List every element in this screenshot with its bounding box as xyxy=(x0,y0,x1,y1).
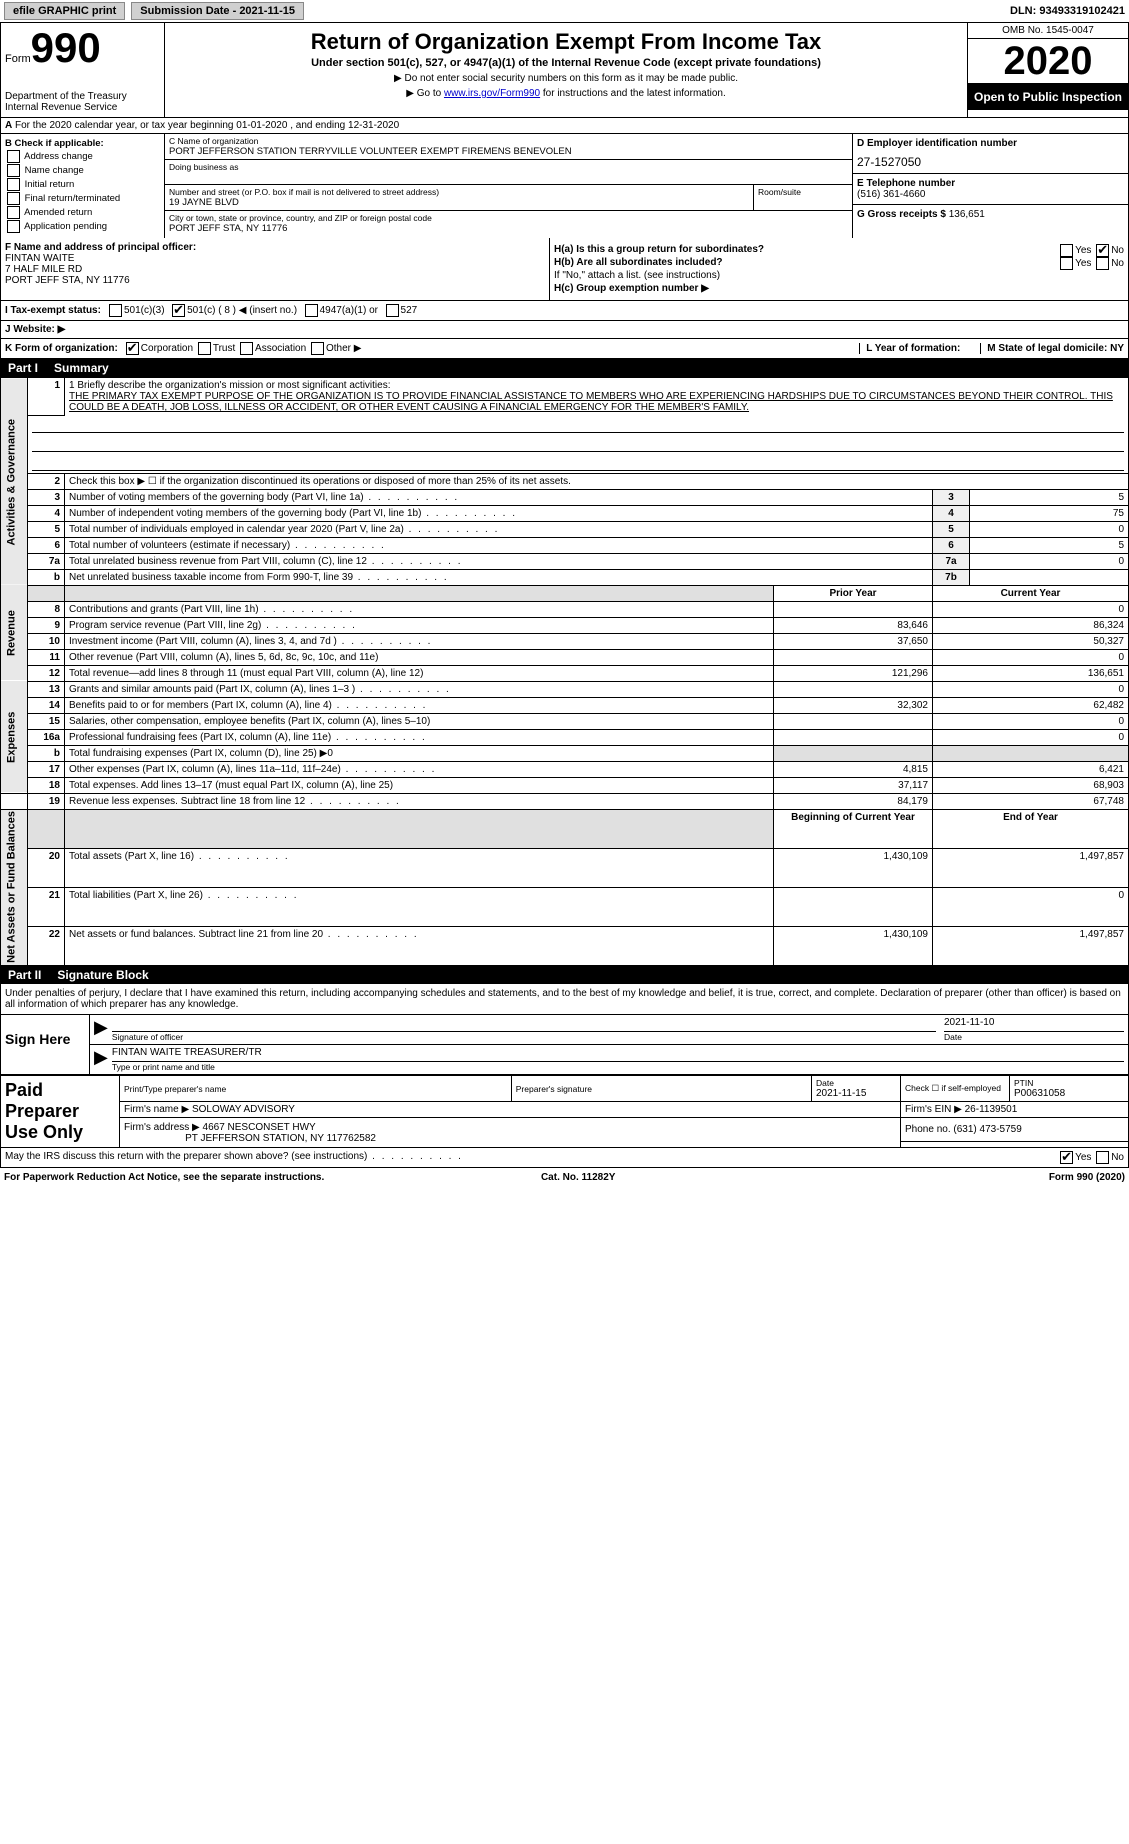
top-bar: efile GRAPHIC print Submission Date - 20… xyxy=(0,0,1129,23)
chk-ha-no[interactable] xyxy=(1096,244,1109,257)
form-note-1: ▶ Do not enter social security numbers o… xyxy=(173,73,959,84)
side-revenue: Revenue xyxy=(1,585,28,681)
row-klm: K Form of organization: Corporation Trus… xyxy=(0,339,1129,359)
table-row: 5Total number of individuals employed in… xyxy=(1,521,1129,537)
tax-year: 2020 xyxy=(968,39,1128,84)
form-title: Return of Organization Exempt From Incom… xyxy=(173,29,959,55)
table-row: bNet unrelated business taxable income f… xyxy=(1,569,1129,585)
summary-table: Activities & Governance 1 1 Briefly desc… xyxy=(0,377,1129,966)
officer-name: FINTAN WAITE xyxy=(5,253,545,264)
table-row: 7aTotal unrelated business revenue from … xyxy=(1,553,1129,569)
signature-block: Under penalties of perjury, I declare th… xyxy=(0,984,1129,1075)
telephone: (516) 361-4660 xyxy=(857,189,1124,200)
chk-hb-no[interactable] xyxy=(1096,257,1109,270)
chk-address-change[interactable] xyxy=(7,150,20,163)
chk-other[interactable] xyxy=(311,342,324,355)
chk-hb-yes[interactable] xyxy=(1060,257,1073,270)
col-d: D Employer identification number 27-1527… xyxy=(852,134,1128,238)
col-b: B Check if applicable: Address change Na… xyxy=(1,134,165,238)
ein-value: 27-1527050 xyxy=(857,149,1124,169)
table-row: 9Program service revenue (Part VIII, lin… xyxy=(1,617,1129,633)
section-bcd: B Check if applicable: Address change Na… xyxy=(0,134,1129,238)
table-row: 15Salaries, other compensation, employee… xyxy=(1,713,1129,729)
table-row: 14Benefits paid to or for members (Part … xyxy=(1,697,1129,713)
chk-ha-yes[interactable] xyxy=(1060,244,1073,257)
chk-501c[interactable] xyxy=(172,304,185,317)
col-f: F Name and address of principal officer:… xyxy=(1,238,550,300)
officer-printed-name: FINTAN WAITE TREASURER/TR xyxy=(112,1047,1124,1061)
chk-name-change[interactable] xyxy=(7,164,20,177)
sig-arrow-icon-2: ▶ xyxy=(94,1047,108,1072)
section-fh: F Name and address of principal officer:… xyxy=(0,238,1129,301)
gross-receipts: 136,651 xyxy=(949,209,985,220)
table-row: 12Total revenue—add lines 8 through 11 (… xyxy=(1,665,1129,681)
table-row: 18Total expenses. Add lines 13–17 (must … xyxy=(1,777,1129,793)
part-2-header: Part II Signature Block xyxy=(0,966,1129,984)
form-header-center: Return of Organization Exempt From Incom… xyxy=(165,23,967,117)
firm-name: SOLOWAY ADVISORY xyxy=(192,1104,295,1115)
chk-initial-return[interactable] xyxy=(7,178,20,191)
chk-final-return[interactable] xyxy=(7,192,20,205)
table-row: 8Contributions and grants (Part VIII, li… xyxy=(1,601,1129,617)
efile-print-button[interactable]: efile GRAPHIC print xyxy=(4,2,125,20)
row-tax-status: I Tax-exempt status: 501(c)(3) 501(c) ( … xyxy=(0,301,1129,321)
table-row: 6Total number of volunteers (estimate if… xyxy=(1,537,1129,553)
part-1-header: Part I Summary xyxy=(0,359,1129,377)
omb-number: OMB No. 1545-0047 xyxy=(968,23,1128,39)
chk-527[interactable] xyxy=(386,304,399,317)
mission-text: THE PRIMARY TAX EXEMPT PURPOSE OF THE OR… xyxy=(69,391,1124,413)
row-website: J Website: ▶ xyxy=(0,321,1129,339)
form-subtitle: Under section 501(c), 527, or 4947(a)(1)… xyxy=(173,57,959,69)
table-row: 11Other revenue (Part VIII, column (A), … xyxy=(1,649,1129,665)
org-name: PORT JEFFERSON STATION TERRYVILLE VOLUNT… xyxy=(169,146,848,157)
irs-link[interactable]: www.irs.gov/Form990 xyxy=(444,88,540,99)
sig-intro: Under penalties of perjury, I declare th… xyxy=(1,984,1128,1015)
table-row: 19Revenue less expenses. Subtract line 1… xyxy=(1,793,1129,809)
table-row: 17Other expenses (Part IX, column (A), l… xyxy=(1,761,1129,777)
col-h: H(a) Is this a group return for subordin… xyxy=(550,238,1128,300)
col-c: C Name of organization PORT JEFFERSON ST… xyxy=(165,134,852,238)
side-net-assets: Net Assets or Fund Balances xyxy=(1,809,28,966)
table-row: 22Net assets or fund balances. Subtract … xyxy=(1,927,1129,966)
dln-label: DLN: 93493319102421 xyxy=(1010,5,1125,17)
chk-amended-return[interactable] xyxy=(7,206,20,219)
chk-trust[interactable] xyxy=(198,342,211,355)
chk-4947[interactable] xyxy=(305,304,318,317)
side-governance: Activities & Governance xyxy=(1,378,28,586)
form-word: Form xyxy=(5,53,31,65)
chk-application-pending[interactable] xyxy=(7,220,20,233)
form-note-2: ▶ Go to www.irs.gov/Form990 for instruct… xyxy=(173,88,959,99)
table-row: 4Number of independent voting members of… xyxy=(1,505,1129,521)
preparer-table: Paid Preparer Use Only Print/Type prepar… xyxy=(0,1075,1129,1148)
chk-501c3[interactable] xyxy=(109,304,122,317)
table-row: 16aProfessional fundraising fees (Part I… xyxy=(1,729,1129,745)
table-row: 20Total assets (Part X, line 16)1,430,10… xyxy=(1,848,1129,887)
table-row: 21Total liabilities (Part X, line 26)0 xyxy=(1,887,1129,926)
form-header-left: Form 990 Department of the Treasury Inte… xyxy=(1,23,165,117)
table-row: bTotal fundraising expenses (Part IX, co… xyxy=(1,745,1129,761)
form-number: 990 xyxy=(31,27,101,69)
org-address: 19 JAYNE BLVD xyxy=(169,197,749,208)
sig-arrow-icon: ▶ xyxy=(94,1017,108,1042)
table-row: 2Check this box ▶ ☐ if the organization … xyxy=(1,473,1129,489)
form-header-right: OMB No. 1545-0047 2020 Open to Public In… xyxy=(967,23,1128,117)
form-header: Form 990 Department of the Treasury Inte… xyxy=(0,23,1129,118)
irs-discuss-line: May the IRS discuss this return with the… xyxy=(0,1148,1129,1168)
chk-association[interactable] xyxy=(240,342,253,355)
sign-here-label: Sign Here xyxy=(1,1015,90,1074)
open-to-public: Open to Public Inspection xyxy=(968,84,1128,110)
chk-irs-yes[interactable] xyxy=(1060,1151,1073,1164)
side-expenses: Expenses xyxy=(1,681,28,793)
chk-corporation[interactable] xyxy=(126,342,139,355)
paid-preparer-label: Paid Preparer Use Only xyxy=(1,1076,120,1148)
footer-final: For Paperwork Reduction Act Notice, see … xyxy=(0,1168,1129,1187)
table-row: 3Number of voting members of the governi… xyxy=(1,489,1129,505)
row-a: A For the 2020 calendar year, or tax yea… xyxy=(0,118,1129,134)
submission-date-button[interactable]: Submission Date - 2021-11-15 xyxy=(131,2,304,20)
table-row: 10Investment income (Part VIII, column (… xyxy=(1,633,1129,649)
chk-irs-no[interactable] xyxy=(1096,1151,1109,1164)
dept-label: Department of the Treasury Internal Reve… xyxy=(5,91,160,113)
org-city: PORT JEFF STA, NY 11776 xyxy=(169,223,848,234)
